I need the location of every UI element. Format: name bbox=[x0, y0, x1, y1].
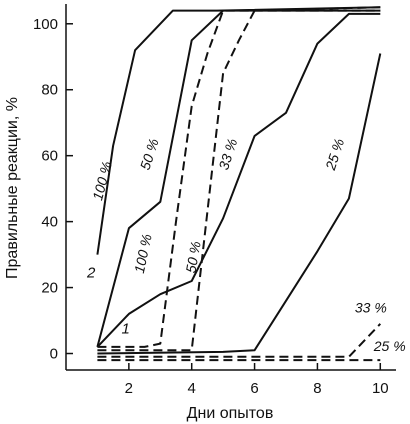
y-tick-label: 0 bbox=[50, 346, 58, 363]
x-tick-label: 2 bbox=[125, 380, 133, 397]
x-axis-title: Дни опытов bbox=[187, 405, 274, 422]
axes bbox=[65, 4, 396, 371]
series-line-group2-50 bbox=[96, 9, 381, 348]
series-line-group1-50 bbox=[97, 6, 381, 352]
curve-label: 25 % bbox=[373, 338, 406, 354]
curve-label: 33 % bbox=[355, 299, 387, 315]
series-line-group2-33 bbox=[96, 12, 381, 348]
y-tick-label: 40 bbox=[41, 214, 58, 231]
curve-label: 33 % bbox=[215, 137, 240, 172]
x-tick-label: 6 bbox=[250, 380, 258, 397]
series-group bbox=[96, 6, 382, 362]
x-tick-label: 10 bbox=[372, 380, 389, 397]
curve-label: 50 % bbox=[182, 240, 203, 274]
y-tick-label: 80 bbox=[41, 82, 58, 99]
series-line-group2-25 bbox=[97, 53, 382, 355]
x-tick-label: 8 bbox=[313, 380, 321, 397]
y-tick-label: 100 bbox=[33, 16, 58, 33]
y-tick-label: 20 bbox=[41, 280, 58, 297]
y-tick-label: 60 bbox=[41, 148, 58, 165]
x-tick-label: 4 bbox=[188, 380, 196, 397]
series-line-group1-33 bbox=[97, 323, 382, 358]
group-label-2: 2 bbox=[86, 265, 96, 282]
curve-label: 25 % bbox=[322, 136, 347, 172]
curve-label: 50 % bbox=[137, 136, 162, 171]
series-line-group1-100 bbox=[97, 9, 381, 348]
curve-label: 100 % bbox=[131, 232, 155, 274]
curve-label: 100 % bbox=[89, 160, 115, 202]
y-axis-title: Правильные реакции, % bbox=[4, 97, 21, 279]
group-label-1: 1 bbox=[122, 321, 130, 338]
curve-labels: 100 % 50 % 33 % 25 % 100 % 50 % 33 % 25 % 2 1 bbox=[86, 136, 406, 353]
